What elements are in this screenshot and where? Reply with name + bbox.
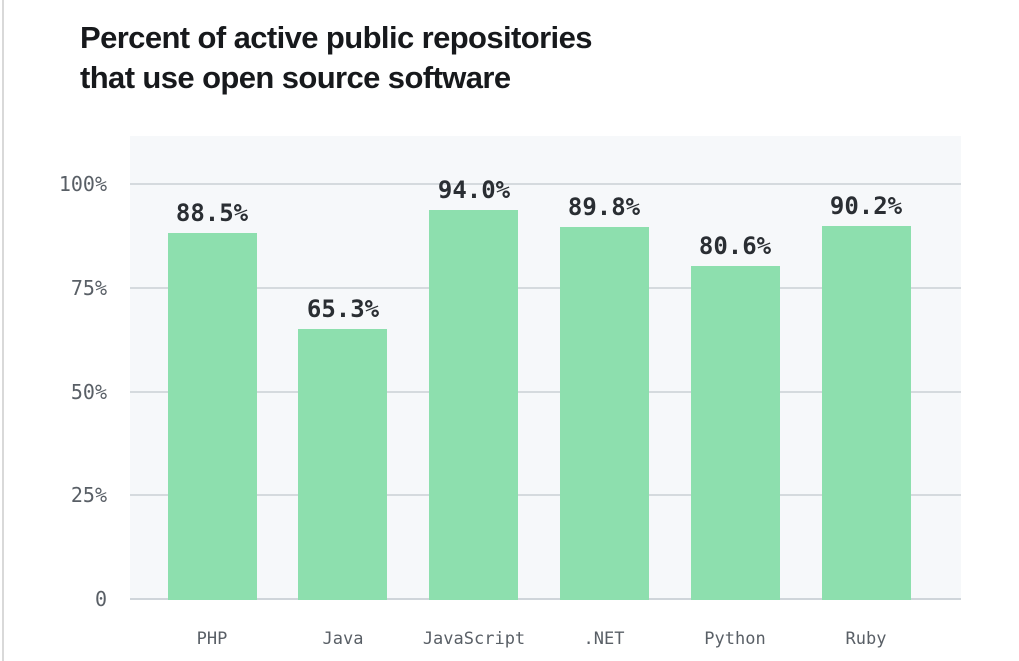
bar-ruby	[822, 226, 911, 600]
bar-value-label-ruby: 90.2%	[829, 192, 903, 220]
x-axis-label-python: Python	[704, 629, 766, 649]
chart-title: Percent of active public repositories th…	[80, 18, 592, 98]
bar-value-label-python: 80.6%	[698, 232, 772, 260]
gridline-100	[130, 183, 961, 185]
y-tick-label-50: 50%	[70, 380, 107, 404]
x-axis-label-php: PHP	[196, 629, 228, 649]
bar-javascript	[429, 210, 518, 600]
chart-title-line-2: that use open source software	[80, 60, 511, 95]
plot-area: 88.5% 65.3% 94.0% 89.8% 80.6% 90.2%	[130, 136, 961, 600]
bar-value-label-net: 89.8%	[567, 193, 641, 221]
x-axis-label-java: Java	[322, 629, 364, 649]
y-tick-label-25: 25%	[70, 483, 107, 507]
y-tick-label-0: 0	[94, 587, 107, 611]
bar-php	[168, 233, 257, 600]
chart-title-line-1: Percent of active public repositories	[80, 20, 592, 55]
bar-python	[691, 266, 780, 600]
bar-value-label-javascript: 94.0%	[437, 176, 511, 204]
y-tick-label-100: 100%	[58, 172, 107, 196]
bar-java	[298, 329, 387, 600]
x-axis-label-ruby: Ruby	[845, 629, 887, 649]
bar-value-label-php: 88.5%	[175, 199, 249, 227]
x-axis-label-net: .NET	[583, 629, 625, 649]
x-axis-label-javascript: JavaScript	[422, 629, 526, 649]
y-tick-label-75: 75%	[70, 276, 107, 300]
bar-value-label-java: 65.3%	[306, 295, 380, 323]
gridline-50	[130, 391, 961, 393]
gridline-75	[130, 287, 961, 289]
bar-net	[560, 227, 649, 600]
gridline-25	[130, 494, 961, 496]
page-left-border	[2, 0, 4, 661]
gridline-0	[130, 598, 961, 600]
